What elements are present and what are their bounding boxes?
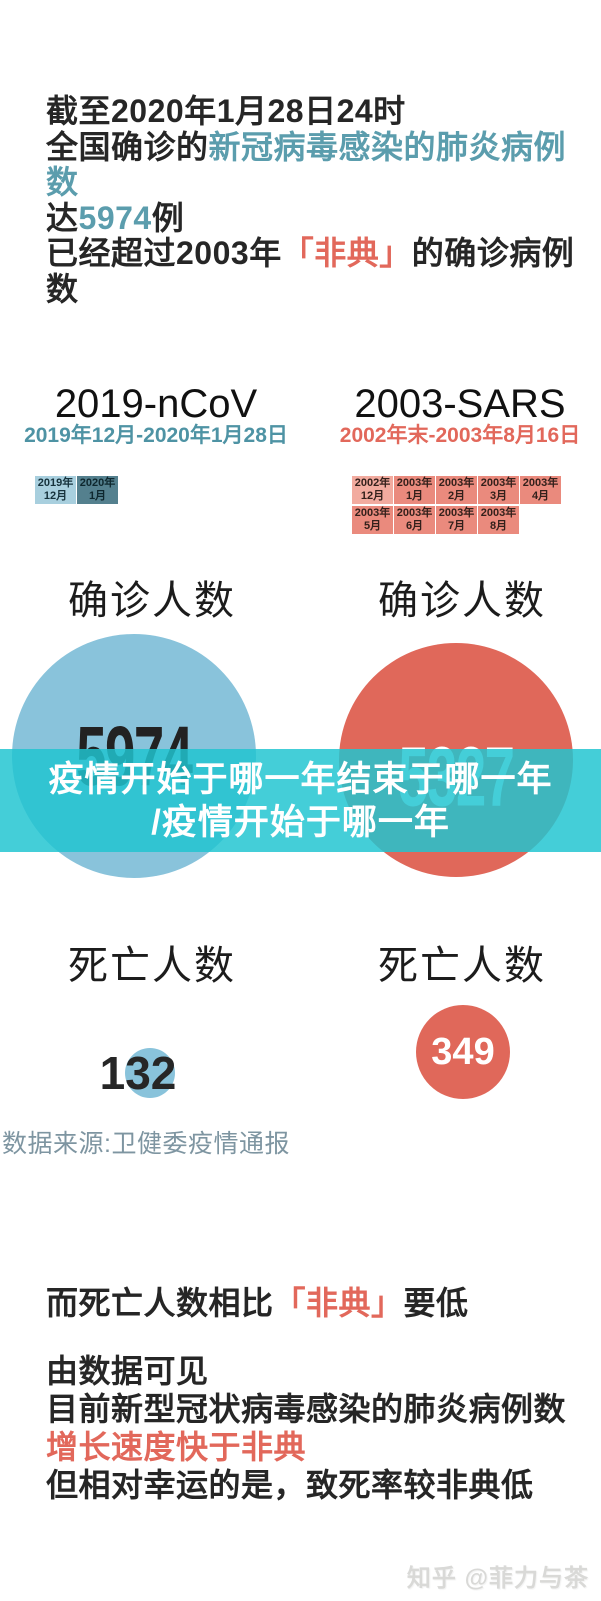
ncov-deaths-value: 132 xyxy=(99,1047,177,1099)
ncov-highlight-text: 新冠病毒感染的肺炎病例数 xyxy=(46,128,567,200)
month-tile: 2003年 3月 xyxy=(478,476,519,504)
sars-confirmed-label: 确诊人数 xyxy=(378,579,546,623)
ncov-deaths-label: 死亡人数 xyxy=(68,944,236,988)
title-overlay-banner: 疫情开始于哪一年结束于哪一年 /疫情开始于哪一年 xyxy=(0,749,601,852)
sars-month-timeline: 2002年 12月 2003年 1月 2003年 2月 2003年 3月 2003年 4月… xyxy=(352,476,564,536)
conclusion-line5: 但相对幸运的是，致死率较非典低 xyxy=(46,1467,534,1503)
header-line1: 截至2020年1月28日24时 xyxy=(46,93,406,129)
data-source-note: 数据来源:卫健委疫情通报 xyxy=(2,1130,290,1158)
sars-deaths-label: 死亡人数 xyxy=(378,944,546,988)
confirmed-count-highlight: 5974 xyxy=(78,199,152,236)
month-tile: 2002年 12月 xyxy=(352,476,393,504)
header-text: 截至2020年1月28日24时 全国确诊的新冠病毒感染的肺炎病例数 达5974例… xyxy=(46,93,576,307)
header-line2: 全国确诊的新冠病毒感染的肺炎病例数 xyxy=(46,128,567,200)
overlay-line1: 疫情开始于哪一年结束于哪一年 xyxy=(48,759,553,799)
header-line4: 已经超过2003年「非典」的确诊病例数 xyxy=(46,235,575,307)
sars-deaths-value: 349 xyxy=(431,1030,495,1073)
month-tile: 2003年 4月 xyxy=(520,476,561,504)
ncov-date-range: 2019年12月-2020年1月28日 xyxy=(24,424,288,447)
month-tile: 2019年 12月 xyxy=(35,476,76,504)
conclusion-block: 由数据可见 目前新型冠状病毒感染的肺炎病例数 增长速度快于非典 但相对幸运的是，… xyxy=(46,1352,586,1504)
sars-highlight-text: 「非典」 xyxy=(281,235,412,271)
month-tile: 2003年 6月 xyxy=(394,506,435,534)
month-tile: 2020年 1月 xyxy=(77,476,118,504)
month-tile: 2003年 8月 xyxy=(478,506,519,534)
sars-highlight-text: 「非典」 xyxy=(273,1285,404,1321)
conclusion-line1: 而死亡人数相比「非典」要低 xyxy=(46,1285,469,1321)
month-tile: 2003年 2月 xyxy=(436,476,477,504)
ncov-deaths-bubble xyxy=(125,1048,175,1098)
ncov-month-timeline: 2019年 12月 2020年 1月 xyxy=(35,476,135,506)
month-tile: 2003年 1月 xyxy=(394,476,435,504)
overlay-line2: /疫情开始于哪一年 xyxy=(151,802,450,842)
conclusion-line2: 由数据可见 xyxy=(46,1353,209,1389)
header-line3: 达5974例 xyxy=(46,199,185,236)
month-tile: 2003年 5月 xyxy=(352,506,393,534)
month-tile: 2003年 7月 xyxy=(436,506,477,534)
zhihu-watermark: 知乎 @菲力与茶 xyxy=(406,1565,589,1592)
conclusion-line3: 目前新型冠状病毒感染的肺炎病例数 xyxy=(46,1391,567,1427)
ncov-column-title: 2019-nCoV xyxy=(54,382,258,426)
ncov-confirmed-label: 确诊人数 xyxy=(68,579,236,623)
conclusion-line4-highlight: 增长速度快于非典 xyxy=(46,1429,307,1465)
sars-date-range: 2002年末-2003年8月16日 xyxy=(339,424,581,447)
sars-deaths-bubble: 349 xyxy=(416,1005,510,1099)
sars-column-title: 2003-SARS xyxy=(354,382,566,426)
